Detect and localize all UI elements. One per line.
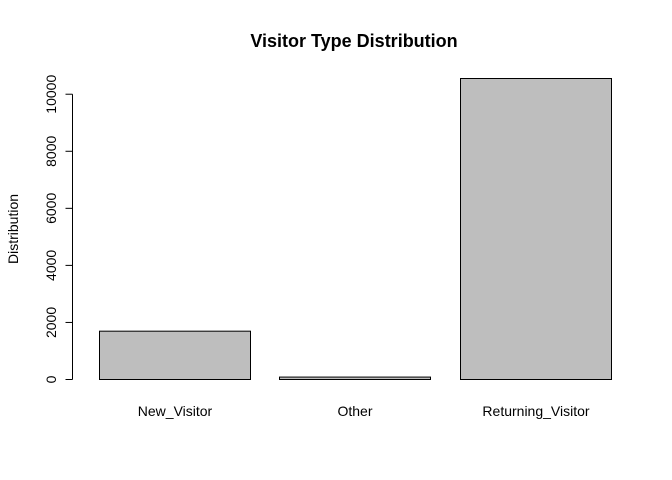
bars-group [99,78,612,381]
chart-title: Visitor Type Distribution [250,31,457,51]
y-tick-label: 0 [43,375,59,383]
bar-other [279,376,431,380]
y-tick-label: 10000 [43,75,59,114]
x-tick-label: Returning_Visitor [482,403,589,419]
y-tick-label: 4000 [43,250,59,281]
y-tick-label: 8000 [43,135,59,166]
bar-returning-visitor [460,78,612,380]
x-tick-label: New_Visitor [138,403,213,419]
x-axis-labels: New_Visitor Other Returning_Visitor [138,403,590,419]
y-axis-label: Distribution [5,194,21,264]
x-tick-label: Other [337,403,372,419]
bar-new-visitor [99,330,251,381]
y-tick-label: 6000 [43,193,59,224]
y-tick-label: 2000 [43,307,59,338]
y-axis: 0 2000 4000 6000 8000 10000 [43,75,73,383]
